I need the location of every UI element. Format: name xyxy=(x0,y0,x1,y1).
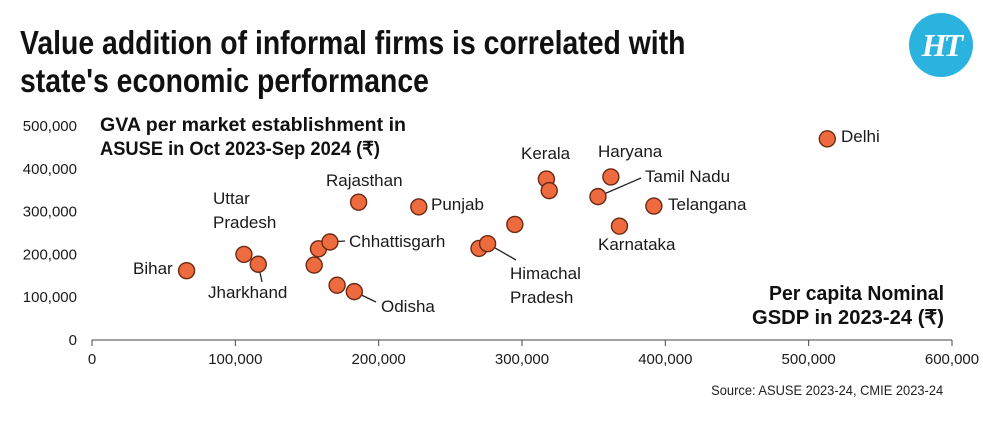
point-label-kerala: Kerala xyxy=(521,144,571,163)
data-point xyxy=(305,256,323,274)
y-axis-ticks: 0 100,000 200,000 300,000 400,000 500,000 xyxy=(23,118,77,349)
point-label-tamil-nadu: Tamil Nadu xyxy=(645,167,730,186)
data-point-chhattisgarh xyxy=(321,233,339,251)
data-point-bihar xyxy=(177,261,196,280)
point-label-chhattisgarh: Chhattisgarh xyxy=(349,232,445,251)
x-tick-label: 600,000 xyxy=(925,351,979,368)
point-label-karnataka: Karnataka xyxy=(598,235,676,254)
y-tick-label: 400,000 xyxy=(23,161,77,178)
data-point-jharkhand xyxy=(249,255,267,273)
x-tick-label: 500,000 xyxy=(782,351,836,368)
ht-logo-icon: HT xyxy=(909,13,973,77)
data-point xyxy=(506,215,524,234)
point-labels: Bihar Uttar Pradesh Jharkhand Chhattisgarh Od… xyxy=(133,127,880,316)
point-label-jharkhand: Jharkhand xyxy=(208,283,287,302)
y-axis-title-line: ASUSE in Oct 2023-Sep 2024 (₹) xyxy=(100,139,380,160)
data-point xyxy=(540,181,558,200)
chart-title: Value addition of informal firms is corr… xyxy=(20,24,686,99)
x-tick-label: 100,000 xyxy=(208,351,262,368)
point-label-bihar: Bihar xyxy=(133,259,173,278)
point-label-rajasthan: Rajasthan xyxy=(326,171,403,190)
y-tick-label: 300,000 xyxy=(23,204,77,221)
point-label-himachal-pradesh: Pradesh xyxy=(510,288,573,307)
x-axis-title-line: GSDP in 2023-24 (₹) xyxy=(752,307,944,329)
x-tick-label: 0 xyxy=(88,351,96,368)
x-tick-label: 300,000 xyxy=(495,351,549,368)
y-tick-label: 0 xyxy=(69,332,77,349)
x-axis-title-line: Per capita Nominal xyxy=(769,283,944,305)
data-point-punjab xyxy=(410,198,428,216)
y-tick-label: 200,000 xyxy=(23,246,77,263)
data-point-tamil-nadu xyxy=(589,187,607,206)
point-label-himachal-pradesh: Himachal xyxy=(510,264,581,283)
source-note: Source: ASUSE 2023-24, CMIE 2023-24 xyxy=(711,382,943,398)
data-point-uttar-pradesh xyxy=(235,245,253,264)
point-label-haryana: Haryana xyxy=(598,142,663,161)
data-point-telangana xyxy=(645,197,663,215)
data-point-delhi xyxy=(818,130,836,148)
data-point xyxy=(328,276,346,294)
point-label-delhi: Delhi xyxy=(841,127,880,146)
y-axis-title-line: GVA per market establishment in xyxy=(100,115,406,136)
data-points xyxy=(177,130,836,301)
data-point-haryana xyxy=(602,168,620,186)
point-label-telangana: Telangana xyxy=(668,195,747,214)
y-axis-label: GVA per market establishment in ASUSE in … xyxy=(100,115,406,160)
data-point-karnataka xyxy=(610,217,629,235)
y-tick-label: 500,000 xyxy=(23,118,77,135)
data-point-odisha xyxy=(345,282,363,301)
data-point-himachal-pradesh xyxy=(478,234,497,253)
point-label-punjab: Punjab xyxy=(431,195,484,214)
y-tick-label: 100,000 xyxy=(23,289,77,306)
point-label-uttar-pradesh: Uttar xyxy=(213,189,250,208)
data-point-rajasthan xyxy=(349,193,368,211)
x-tick-label: 400,000 xyxy=(638,351,692,368)
x-tick-label: 200,000 xyxy=(352,351,406,368)
point-label-odisha: Odisha xyxy=(381,297,435,316)
x-axis-ticks: 0 100,000 200,000 300,000 400,000 500,000 600,… xyxy=(88,340,979,368)
point-label-uttar-pradesh: Pradesh xyxy=(213,213,276,232)
